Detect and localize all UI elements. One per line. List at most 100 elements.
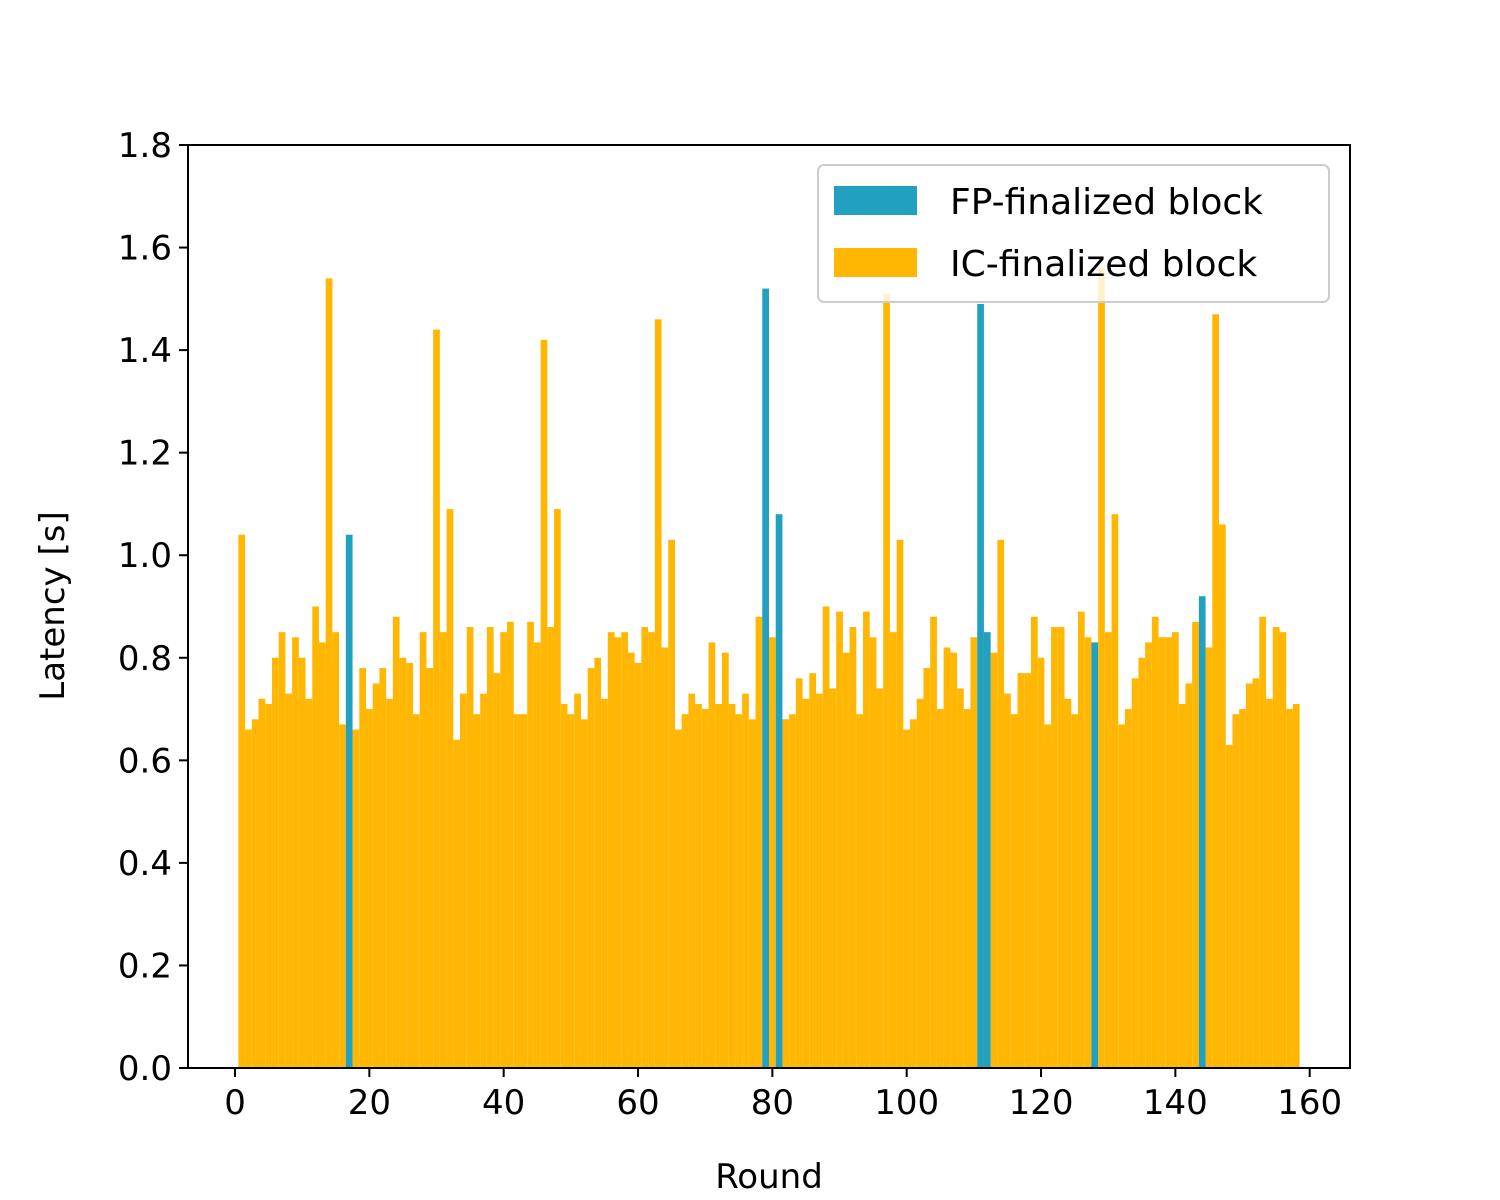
ic-bar: [782, 719, 790, 1068]
ic-bar: [816, 693, 823, 1068]
ic-bar: [332, 632, 340, 1068]
ic-bar: [1245, 683, 1253, 1068]
ic-bar: [735, 714, 743, 1068]
ic-bar: [1158, 637, 1166, 1068]
ic-bar: [708, 642, 716, 1068]
ic-bar: [1051, 627, 1058, 1068]
y-tick-label: 1.2: [118, 434, 172, 474]
ic-bar: [607, 632, 615, 1068]
fp-bar: [775, 514, 783, 1068]
ic-bar: [1104, 632, 1112, 1068]
ic-bar: [910, 719, 917, 1068]
x-tick-label: 160: [1277, 1083, 1342, 1123]
x-tick-label: 20: [348, 1083, 391, 1123]
ic-bar: [312, 606, 319, 1068]
legend-label-ic: IC-finalized block: [950, 244, 1257, 285]
y-tick-label: 0.0: [118, 1049, 172, 1089]
fp-bar: [762, 288, 769, 1069]
x-tick-label: 60: [616, 1083, 659, 1123]
ic-bar: [520, 714, 528, 1068]
ic-bar: [869, 637, 877, 1068]
legend-box: [817, 164, 1330, 303]
ic-bar: [802, 698, 810, 1068]
ic-bar: [318, 642, 326, 1068]
ic-bar: [466, 627, 474, 1068]
x-tick-label: 100: [874, 1083, 939, 1123]
ic-bar: [1272, 627, 1280, 1068]
ic-bar: [1071, 714, 1078, 1068]
ic-bar: [339, 724, 346, 1068]
ic-bar: [668, 539, 675, 1068]
ic-bar: [601, 698, 608, 1068]
ic-bar: [439, 632, 447, 1068]
ic-bar: [1037, 657, 1045, 1068]
ic-bar: [406, 662, 414, 1068]
ic-bar: [453, 739, 461, 1068]
ic-bar: [480, 693, 487, 1068]
ic-bar: [889, 632, 897, 1068]
ic-bar: [621, 632, 628, 1068]
x-tick-label: 0: [224, 1083, 246, 1123]
ic-bar: [1219, 524, 1226, 1068]
ic-bar: [298, 657, 306, 1068]
ic-bar: [849, 627, 857, 1068]
legend: FP-finalized block IC-finalized block: [817, 164, 1330, 303]
ic-bar: [1030, 616, 1038, 1068]
ic-bar: [1098, 268, 1105, 1068]
ic-bar: [580, 719, 588, 1068]
ic-bar: [1138, 657, 1146, 1068]
ic-bar: [1124, 709, 1132, 1068]
ic-bar: [1010, 714, 1018, 1068]
x-tick-label: 140: [1143, 1083, 1208, 1123]
ic-bar: [654, 319, 662, 1069]
ic-bar: [1266, 698, 1273, 1068]
ic-bar: [251, 719, 259, 1068]
ic-bar: [1131, 678, 1139, 1068]
ic-bar: [513, 714, 521, 1068]
bars-group: [238, 268, 1300, 1069]
ic-bar: [1232, 714, 1240, 1068]
legend-swatch-fp: [834, 186, 917, 215]
ic-bar: [574, 693, 581, 1068]
ic-bar: [842, 652, 850, 1068]
ic-bar: [1165, 637, 1173, 1068]
ic-bar: [554, 509, 561, 1068]
ic-bar: [433, 329, 440, 1069]
ic-bar: [970, 637, 978, 1068]
ic-bar: [1192, 621, 1199, 1068]
ic-bar: [1151, 616, 1159, 1068]
y-axis-title: Latency [s]: [33, 511, 73, 700]
y-axis: 0.0 0.2 0.4 0.6 0.8 1.0 1.2 1.4 1.6 1.8: [118, 126, 188, 1089]
ic-bar: [238, 534, 246, 1068]
ic-bar: [1252, 678, 1260, 1068]
ic-bar: [903, 729, 911, 1068]
ic-bar: [265, 703, 272, 1068]
ic-bar: [1077, 611, 1085, 1068]
ic-bar: [560, 703, 568, 1068]
fp-bar: [345, 534, 353, 1068]
ic-bar: [245, 729, 252, 1068]
ic-bar: [486, 627, 494, 1068]
ic-bar: [1225, 744, 1233, 1068]
ic-bar: [1057, 627, 1065, 1068]
ic-bar: [379, 668, 387, 1068]
ic-bar: [634, 662, 642, 1068]
ic-bar: [352, 729, 360, 1068]
ic-bar: [627, 652, 635, 1068]
ic-bar: [755, 616, 763, 1068]
x-tick-label: 120: [1009, 1083, 1074, 1123]
ic-bar: [930, 616, 937, 1068]
ic-bar: [963, 709, 971, 1068]
ic-bar: [836, 611, 843, 1068]
y-tick-label: 1.0: [118, 536, 172, 576]
y-tick-label: 1.4: [118, 331, 172, 371]
ic-bar: [829, 688, 837, 1068]
ic-bar: [1279, 632, 1287, 1068]
ic-bar: [789, 714, 796, 1068]
ic-bar: [278, 632, 286, 1068]
ic-bar: [533, 642, 541, 1068]
ic-bar: [1004, 693, 1011, 1068]
ic-bar: [1084, 637, 1092, 1068]
ic-bar: [1286, 709, 1293, 1068]
ic-bar: [1259, 616, 1267, 1068]
